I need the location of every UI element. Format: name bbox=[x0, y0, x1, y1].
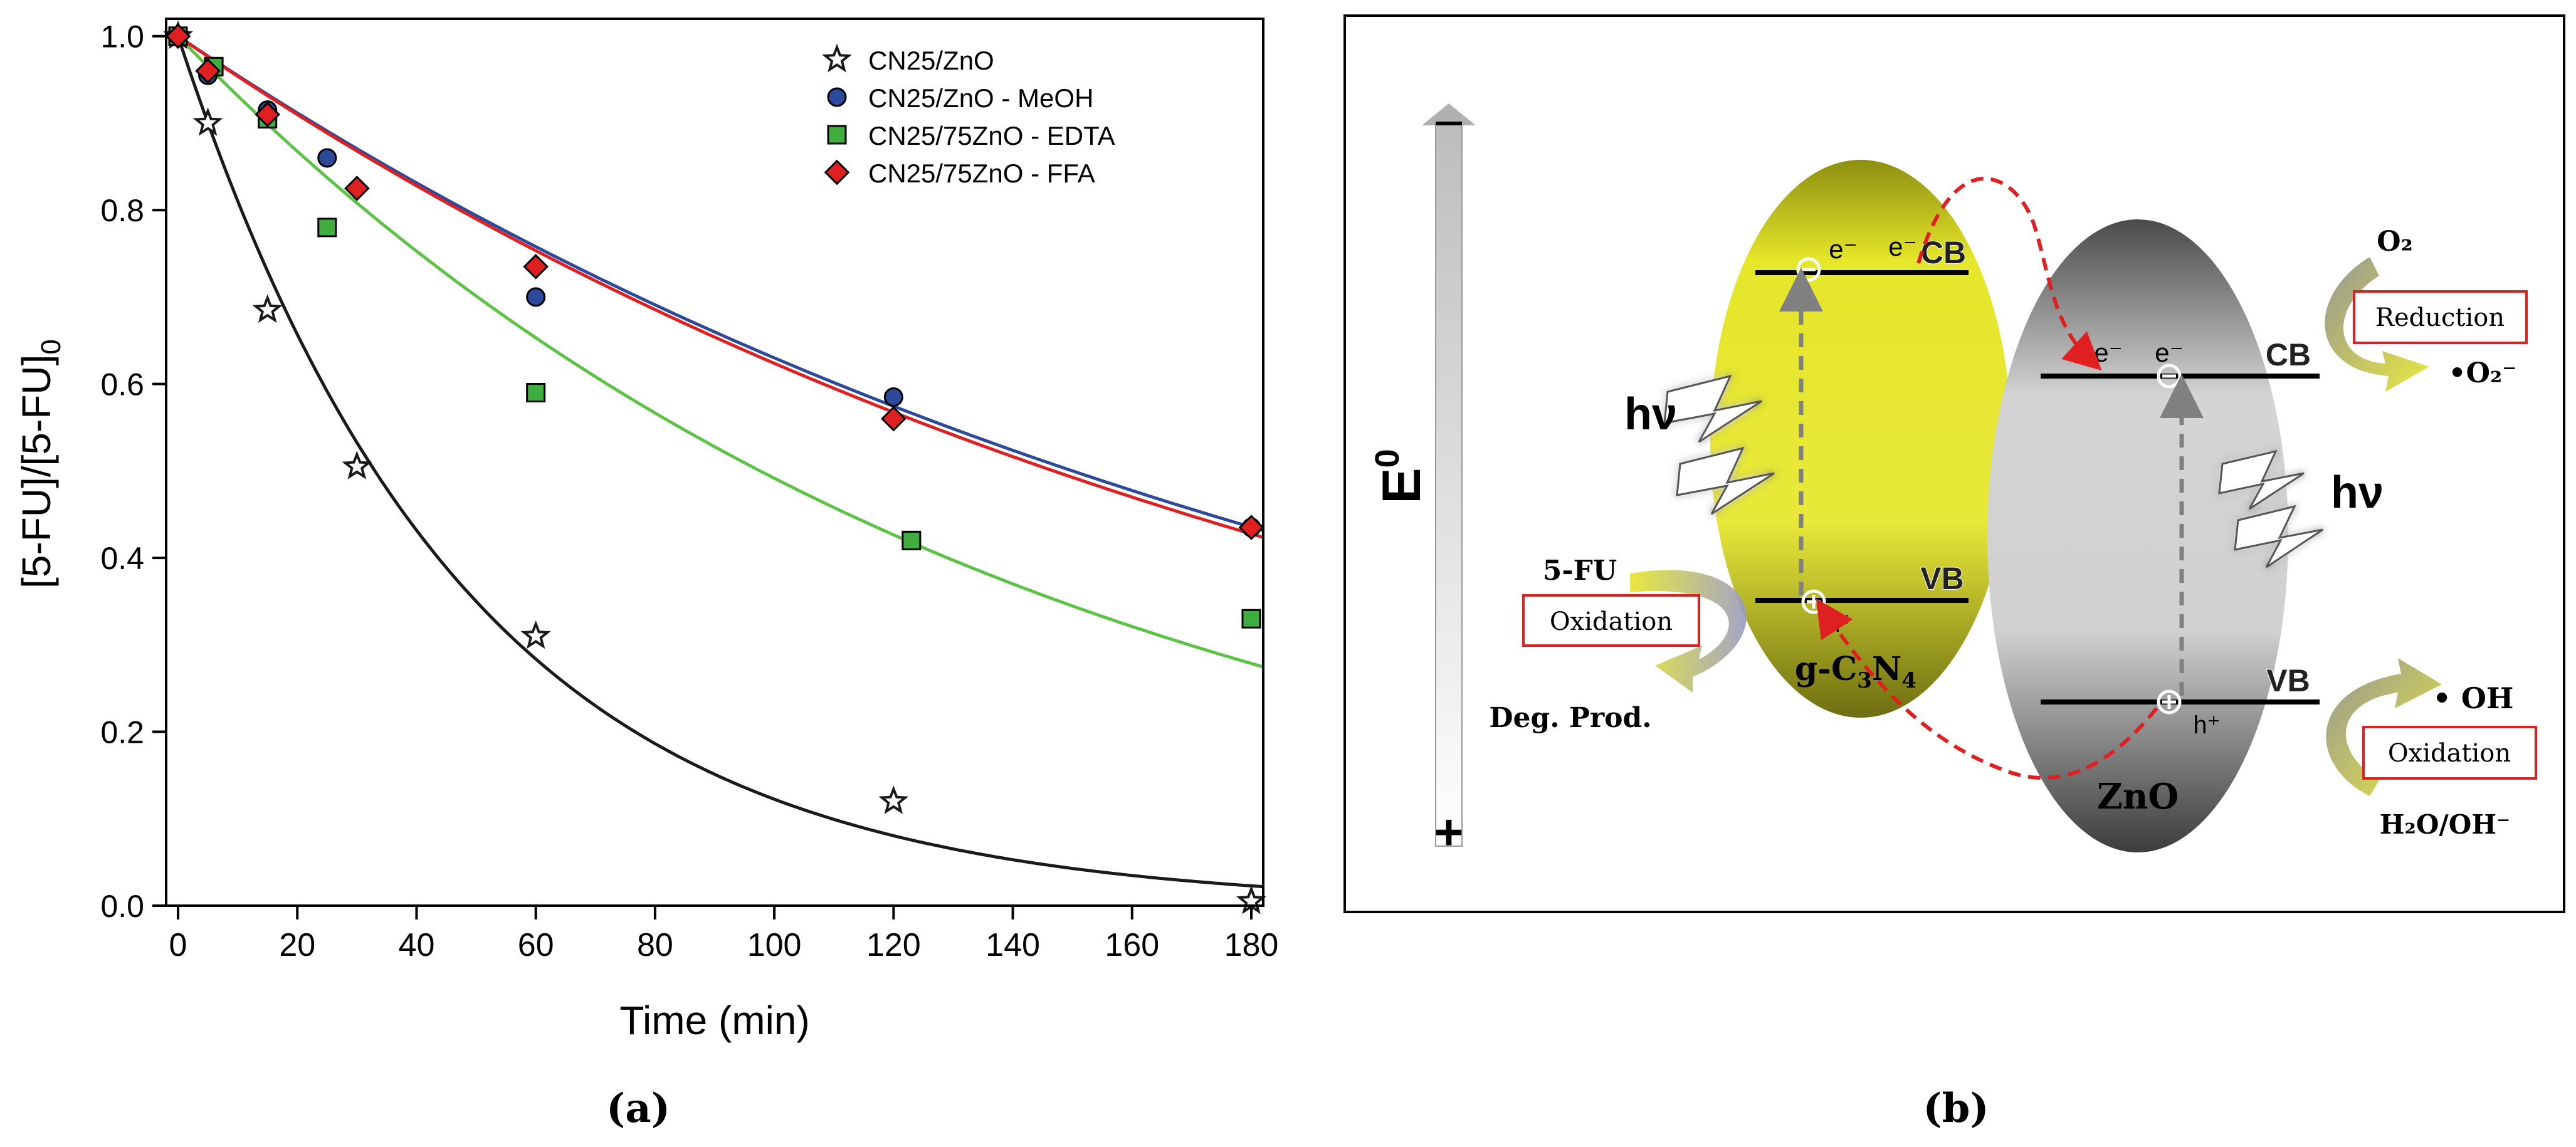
y-axis-label: [5-FU]/[5-FU]0 bbox=[14, 339, 66, 589]
right-top-curved-arrow bbox=[2325, 257, 2429, 392]
right-bottom-reactant-label: H₂O/OH⁻ bbox=[2380, 809, 2510, 840]
y-tick-label: 0.6 bbox=[100, 367, 144, 402]
gcn-name: g-C3N4 bbox=[1795, 650, 1916, 693]
data-point-s3 bbox=[523, 254, 549, 280]
energy-plus-sign: + bbox=[1434, 804, 1464, 860]
chart-data-points bbox=[163, 20, 1266, 914]
fit-curve-0 bbox=[176, 35, 1264, 889]
legend-marker bbox=[827, 87, 847, 107]
data-point-s2 bbox=[1241, 609, 1261, 629]
data-point-s3 bbox=[255, 102, 281, 127]
right-top-product-label: •O₂⁻ bbox=[2449, 357, 2517, 389]
electron-transfer-arrow bbox=[1916, 177, 2102, 371]
x-tick-label: 60 bbox=[518, 927, 554, 963]
plot-frame bbox=[165, 18, 1264, 907]
y-tick-label: 1.0 bbox=[100, 19, 144, 55]
y-tick-label: 0.0 bbox=[100, 889, 144, 924]
energy-axis: + E0 bbox=[1369, 103, 1476, 860]
zno-hole-circle bbox=[2157, 689, 2182, 715]
data-point-s2 bbox=[317, 217, 337, 238]
legend-label: CN25/ZnO bbox=[868, 46, 994, 75]
data-point-s0 bbox=[878, 785, 909, 814]
data-point-s2 bbox=[526, 383, 546, 403]
right-top-reactant-label: O₂ bbox=[2377, 226, 2413, 258]
data-point-s3 bbox=[1238, 515, 1264, 540]
data-point-s1 bbox=[317, 148, 337, 168]
legend-marker bbox=[822, 43, 852, 73]
legend-label: CN25/75ZnO - EDTA bbox=[868, 121, 1115, 150]
zno-electron-label-2: e⁻ bbox=[2155, 338, 2184, 367]
data-point-s1 bbox=[526, 287, 546, 307]
fit-curve-1 bbox=[177, 34, 1264, 532]
y-tick-label: 0.4 bbox=[100, 541, 144, 576]
legend-marker bbox=[824, 159, 850, 186]
x-tick-label: 140 bbox=[986, 927, 1040, 963]
zno-photon-label: hν bbox=[2331, 468, 2384, 518]
right-top-process-box bbox=[2353, 290, 2528, 344]
data-point-s1 bbox=[883, 387, 903, 407]
zno-cb-label: CB bbox=[2266, 337, 2311, 372]
left-process-label: Oxidation bbox=[1550, 607, 1673, 636]
hole-transfer-arrow bbox=[1816, 599, 2158, 780]
left-process-box bbox=[1522, 594, 1700, 647]
left-product-label: Deg. Prod. bbox=[1489, 702, 1651, 734]
left-reactant-label: 5-FU bbox=[1543, 555, 1617, 587]
panel-b-label: (b) bbox=[1923, 1085, 1989, 1132]
band-diagram: + E0 CB VB CB VB e⁻ e⁻ h⁺ g-C3N4 e⁻ e⁻ bbox=[1343, 14, 2565, 1132]
right-top-process-label: Reduction bbox=[2375, 303, 2505, 332]
fit-curve-3 bbox=[177, 34, 1264, 539]
x-axis-label: Time (min) bbox=[619, 998, 809, 1043]
x-tick-label: 180 bbox=[1224, 927, 1279, 963]
chart-legend: CN25/ZnO CN25/ZnO - MeOH CN25/75ZnO - EDTA… bbox=[822, 43, 1115, 188]
energy-label: E0 bbox=[1369, 449, 1432, 503]
gcn-electron-label-2: e⁻ bbox=[1888, 232, 1917, 261]
right-bottom-curved-arrow bbox=[2326, 658, 2442, 796]
right-bottom-process-box bbox=[2362, 726, 2537, 780]
data-point-s3 bbox=[344, 175, 370, 201]
fit-curve-2 bbox=[177, 34, 1264, 669]
data-point-s0 bbox=[520, 620, 551, 649]
gcn-electron-label: e⁻ bbox=[1829, 234, 1858, 264]
y-tick-label: 0.8 bbox=[100, 193, 144, 228]
gcn-vb-label: VB bbox=[1920, 561, 1964, 596]
panel-a-label: (a) bbox=[606, 1085, 670, 1132]
gcn-hole-label: h⁺ bbox=[1826, 610, 1853, 637]
zno-vb-label: VB bbox=[2266, 663, 2310, 698]
zno-name: ZnO bbox=[2097, 776, 2179, 817]
x-tick-label: 80 bbox=[637, 927, 673, 963]
lightning-icon bbox=[2218, 449, 2323, 568]
data-point-s0 bbox=[342, 451, 372, 479]
x-tick-label: 0 bbox=[169, 927, 187, 963]
gcn-photon-label: hν bbox=[1624, 389, 1677, 439]
data-point-s3 bbox=[881, 406, 907, 432]
left-oxidation-curved-arrow bbox=[1630, 570, 1747, 693]
data-point-s0 bbox=[252, 294, 283, 323]
chart-axis-ticks: 0 20 40 60 80 100 120 140 160 180 0.0 0.2 0.4 0.6 0.8 1… bbox=[100, 19, 1278, 963]
data-point-s2 bbox=[902, 530, 922, 550]
zno-electron-label: e⁻ bbox=[2094, 338, 2123, 367]
right-bottom-product-label: • OH bbox=[2433, 681, 2514, 715]
data-point-s0 bbox=[1236, 885, 1266, 914]
chart-fit-curves bbox=[176, 34, 1264, 889]
right-bottom-process-label: Oxidation bbox=[2388, 739, 2511, 768]
data-point-s3 bbox=[195, 58, 221, 84]
legend-marker bbox=[827, 125, 847, 145]
kinetics-chart: 0 20 40 60 80 100 120 140 160 180 0.0 0.2 0.4 0.6 0.8 1… bbox=[14, 18, 1278, 1132]
x-tick-label: 120 bbox=[866, 927, 921, 963]
legend-label: CN25/ZnO - MeOH bbox=[868, 83, 1093, 113]
data-point-s0 bbox=[192, 107, 223, 136]
lightning-icon bbox=[1663, 374, 1775, 515]
x-tick-label: 100 bbox=[747, 927, 802, 963]
y-tick-label: 0.2 bbox=[100, 715, 144, 750]
data-point-s3 bbox=[165, 23, 191, 50]
zno-hole-label: h⁺ bbox=[2193, 711, 2220, 739]
gcn-cb-label: CB bbox=[1921, 235, 1966, 270]
x-tick-label: 20 bbox=[279, 927, 315, 963]
legend-label: CN25/75ZnO - FFA bbox=[868, 159, 1095, 188]
x-tick-label: 160 bbox=[1105, 927, 1159, 963]
x-tick-label: 40 bbox=[399, 927, 435, 963]
